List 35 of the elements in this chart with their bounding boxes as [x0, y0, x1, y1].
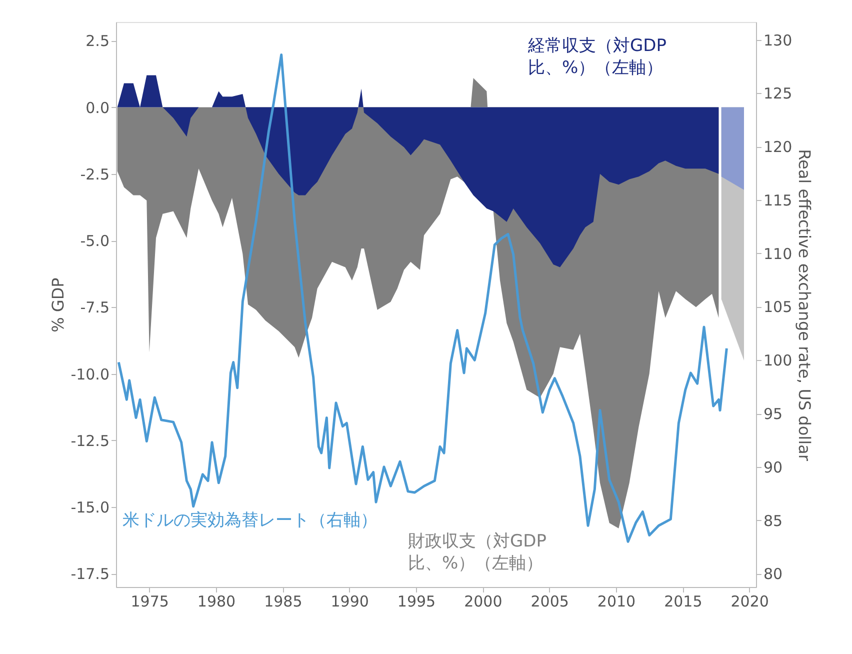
- y2-tick-label: 85: [764, 512, 783, 530]
- x-tick-label: 1990: [330, 592, 369, 610]
- y-tick-label: -5.0: [80, 232, 110, 250]
- x-tick-label: 2015: [664, 592, 702, 610]
- y2-axis-title: Real effective exchange rate, US dollar: [795, 149, 814, 462]
- y-tick-label: -15.0: [70, 498, 110, 517]
- x-tick-label: 1980: [197, 592, 236, 610]
- y2-tick-label: 115: [764, 191, 792, 210]
- y-tick-label: 0.0: [86, 98, 110, 117]
- y2-tick-label: 95: [764, 405, 783, 424]
- x-tick-label: 1985: [264, 592, 302, 610]
- x-tick-label: 1975: [130, 592, 169, 610]
- y2-tick-label: 100: [764, 352, 792, 370]
- y2-tick-label: 90: [764, 458, 783, 476]
- x-tick-label: 2005: [530, 592, 569, 610]
- series-label: 米ドルの実効為替レート（右軸）: [122, 510, 378, 530]
- y-tick-label: -7.5: [80, 298, 110, 317]
- text: 財政収支（対GDP比、%）（左軸）: [408, 532, 547, 574]
- y-tick-label: 2.5: [86, 32, 110, 50]
- x-tick-label: 2020: [730, 592, 769, 610]
- y-tick-label: -10.0: [70, 365, 110, 384]
- x-tick-label: 2010: [597, 592, 636, 610]
- y-axis-title: % GDP: [48, 277, 68, 332]
- y2-tick-label: 80: [764, 565, 783, 584]
- x-tick-label: 1995: [397, 592, 436, 610]
- y2-tick-label: 110: [764, 244, 792, 263]
- y-tick-label: -17.5: [70, 565, 110, 584]
- y-tick-label: -12.5: [70, 432, 110, 450]
- y2-tick-label: 120: [764, 138, 792, 156]
- x-tick-label: 2000: [464, 592, 502, 610]
- y2-tick-label: 125: [764, 84, 792, 103]
- y2-tick-label: 130: [764, 31, 792, 50]
- y-tick-label: -2.5: [80, 165, 110, 184]
- series-label: 経常収支（対GDP比、%）（左軸）: [527, 36, 667, 78]
- y2-tick-label: 105: [764, 298, 792, 316]
